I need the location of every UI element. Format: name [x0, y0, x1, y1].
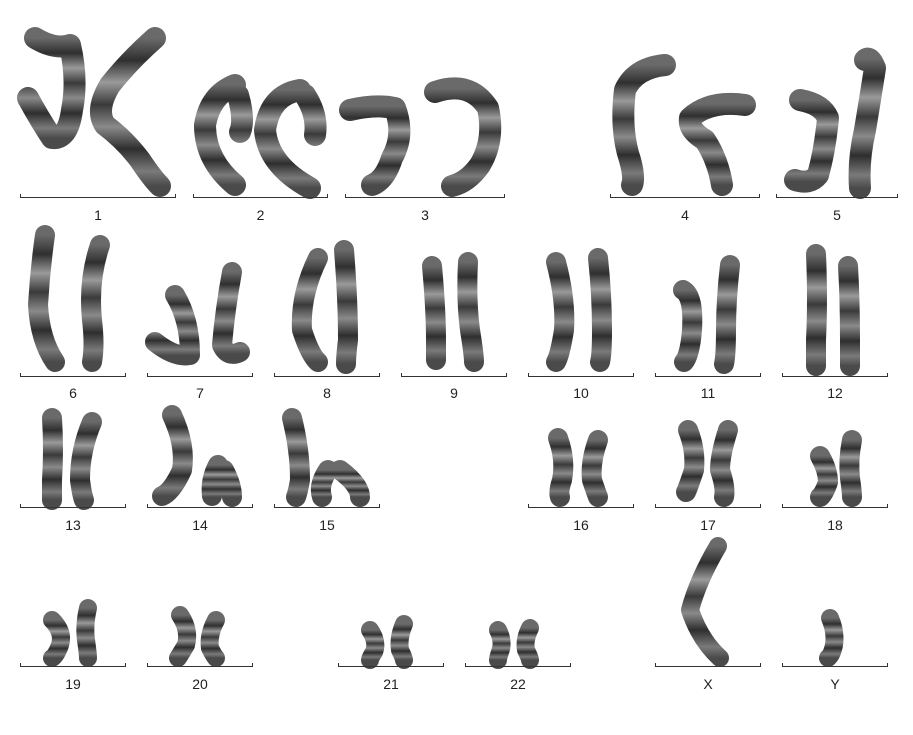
chromosome-2-a [194, 74, 254, 196]
chromosome-22-a [489, 621, 511, 669]
pair-baseline [528, 373, 634, 377]
chromosome-21-a [361, 621, 385, 669]
pair-label: Y [830, 676, 840, 692]
chromosome-8-a [291, 248, 328, 372]
pair-baseline [345, 194, 505, 198]
pair-label: 20 [192, 676, 208, 692]
chromosome-9-b [457, 252, 484, 372]
chromosome-15-b [310, 460, 370, 507]
chromosome-6-b [81, 235, 110, 372]
pair-label: 21 [383, 676, 399, 692]
pair-baseline [20, 663, 126, 667]
chromosome-7-a [145, 285, 200, 366]
chromosome-12-b [838, 256, 860, 376]
pair-baseline [528, 504, 634, 508]
pair-baseline [20, 504, 126, 508]
chromosome-14-b [201, 455, 242, 507]
pair-label: 17 [700, 517, 716, 533]
pair-label: X [703, 676, 713, 692]
chromosome-6-a [28, 225, 65, 372]
chromosome-19-a [43, 611, 70, 667]
chromosome-13-a [41, 408, 63, 510]
pair-label: 13 [65, 517, 81, 533]
pair-label: 19 [65, 676, 81, 692]
pair-label: 1 [94, 207, 102, 223]
pair-label: 12 [827, 385, 843, 401]
pair-label: 15 [319, 517, 335, 533]
pair-baseline [147, 373, 253, 377]
chromosome-9-a [422, 256, 446, 370]
pair-baseline [782, 373, 888, 377]
pair-baseline [193, 194, 328, 198]
chromosome-18-b [839, 430, 862, 507]
chromosome-8-b [334, 240, 358, 374]
chromosome-20-a [169, 606, 197, 667]
chromosome-14-a [152, 405, 193, 506]
pair-label: 16 [573, 517, 589, 533]
chromosome-5-a [784, 89, 839, 193]
pair-baseline [274, 373, 380, 377]
pair-baseline [465, 663, 571, 667]
pair-baseline [655, 504, 761, 508]
pair-label: 4 [681, 207, 689, 223]
chromosome-21-b [390, 615, 413, 669]
pair-baseline [610, 194, 760, 198]
chromosome-20-b [200, 611, 225, 667]
pair-label: 3 [421, 207, 429, 223]
pair-baseline [655, 663, 761, 667]
chromosome-11-a [673, 280, 703, 372]
chromosome-17-b [710, 420, 738, 507]
pair-baseline [338, 663, 444, 667]
chromosome-10-b [588, 248, 612, 372]
chromosome-18-a [810, 446, 838, 507]
pair-label: 2 [256, 207, 265, 223]
pair-label: 14 [192, 517, 208, 533]
chromosome-16-b [581, 430, 608, 507]
chromosome-17-a [676, 420, 705, 502]
chromosome-19-b [76, 599, 97, 667]
chromosome-3-b [424, 77, 502, 197]
pair-baseline [20, 373, 126, 377]
pair-label: 7 [196, 385, 204, 401]
chromosome-7-b [212, 262, 250, 364]
chromosome-11-b [714, 255, 740, 374]
chromosome-5-b [848, 47, 886, 199]
chromosome-Y-a [819, 609, 844, 667]
pair-label: 18 [827, 517, 843, 533]
pair-label: 10 [573, 385, 589, 401]
pair-baseline [655, 373, 761, 377]
chromosome-12-a [806, 244, 827, 376]
pair-baseline [782, 663, 888, 667]
chromosome-4-b [678, 92, 756, 196]
chromosome-22-b [516, 619, 539, 669]
chromosome-10-a [546, 252, 575, 372]
pair-baseline [147, 663, 253, 667]
pair-baseline [782, 504, 888, 508]
chromosome-2-b [254, 79, 327, 199]
chromosome-15-a [282, 408, 310, 507]
pair-label: 8 [323, 385, 331, 401]
pair-label: 9 [450, 385, 458, 401]
chromosome-X-a [681, 537, 729, 667]
chromosome-4-a [612, 54, 676, 196]
pair-label: 11 [700, 385, 716, 401]
chromosome-1-a [17, 27, 86, 150]
pair-label: 22 [510, 676, 526, 692]
pair-label: 6 [69, 385, 77, 401]
pair-baseline [20, 194, 176, 198]
pair-baseline [274, 504, 380, 508]
pair-label: 5 [833, 207, 841, 223]
chromosome-16-a [548, 428, 574, 507]
pair-baseline [776, 194, 898, 198]
pair-baseline [401, 373, 507, 377]
chromosome-3-a [339, 95, 411, 196]
pair-baseline [147, 504, 253, 508]
chromosome-1-b [90, 27, 171, 197]
chromosome-13-b [70, 412, 102, 510]
